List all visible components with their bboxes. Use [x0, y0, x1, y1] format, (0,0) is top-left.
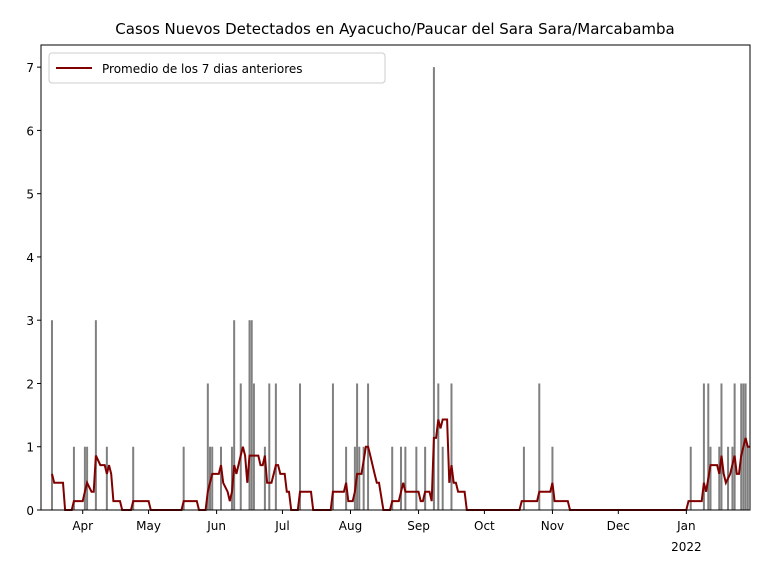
bar	[50, 320, 53, 510]
bar	[424, 446, 427, 510]
x-tick-label: May	[136, 519, 161, 533]
bar	[733, 383, 736, 510]
bar	[206, 383, 209, 510]
bar	[744, 383, 747, 510]
bar	[299, 383, 302, 510]
bar	[252, 383, 255, 510]
bar	[404, 446, 407, 510]
bar	[219, 446, 222, 510]
bar	[551, 446, 554, 510]
y-tick-label: 4	[26, 251, 34, 265]
y-tick-label: 5	[26, 188, 34, 202]
bar	[522, 446, 525, 510]
legend: Promedio de los 7 dias anteriores	[48, 52, 386, 84]
bar	[86, 446, 89, 510]
x-tick-label: Jun	[206, 519, 226, 533]
bar	[746, 446, 749, 510]
bar	[538, 383, 541, 510]
bar	[331, 383, 334, 510]
bar	[415, 446, 418, 510]
y-tick-label: 7	[26, 61, 34, 75]
bar	[353, 446, 356, 510]
bar	[740, 383, 743, 510]
x-tick-label: Jul	[274, 519, 289, 533]
bar	[274, 383, 277, 510]
bar	[72, 446, 75, 510]
bar	[437, 383, 440, 510]
bar	[709, 446, 712, 510]
bar	[230, 446, 233, 510]
y-tick-label: 2	[26, 377, 34, 391]
bar	[391, 446, 394, 510]
bar	[182, 446, 185, 510]
bar	[689, 446, 692, 510]
bar	[239, 383, 242, 510]
bar	[432, 67, 435, 511]
y-tick-label: 0	[26, 504, 34, 518]
x-tick-label: Apr	[72, 519, 93, 533]
bar	[345, 446, 348, 510]
y-tick-label: 6	[26, 124, 34, 138]
bar	[233, 320, 236, 510]
x-tick-label: Dec	[607, 519, 630, 533]
x-tick-label: Jan	[676, 519, 696, 533]
bar	[707, 383, 710, 510]
bar	[83, 446, 86, 510]
year-label: 2022	[671, 540, 702, 554]
bar	[358, 446, 361, 510]
bar	[441, 446, 444, 510]
y-tick-label: 3	[26, 314, 34, 328]
x-tick-label: Oct	[474, 519, 495, 533]
bar	[702, 383, 705, 510]
bar	[718, 446, 721, 510]
bar	[356, 383, 359, 510]
plot-frame	[40, 44, 751, 511]
bar	[268, 383, 271, 510]
x-tick-label: Nov	[541, 519, 564, 533]
x-tick-label: Aug	[339, 519, 362, 533]
bar	[399, 446, 402, 510]
bar	[209, 446, 212, 510]
legend-box	[48, 52, 386, 84]
y-tick-label: 1	[26, 441, 34, 455]
bar	[263, 446, 266, 510]
bar	[731, 446, 734, 510]
average-line	[51, 418, 750, 511]
bar	[132, 446, 135, 510]
bar	[94, 320, 97, 510]
legend-label: Promedio de los 7 dias anteriores	[102, 62, 303, 76]
x-tick-label: Sep	[407, 519, 430, 533]
bar	[211, 446, 214, 510]
bar	[450, 383, 453, 510]
bar	[250, 320, 253, 510]
bar	[362, 446, 365, 510]
bar	[720, 383, 723, 510]
bar	[248, 320, 251, 510]
chart-title: Casos Nuevos Detectados en Ayacucho/Pauc…	[115, 20, 674, 38]
bar	[105, 446, 108, 510]
